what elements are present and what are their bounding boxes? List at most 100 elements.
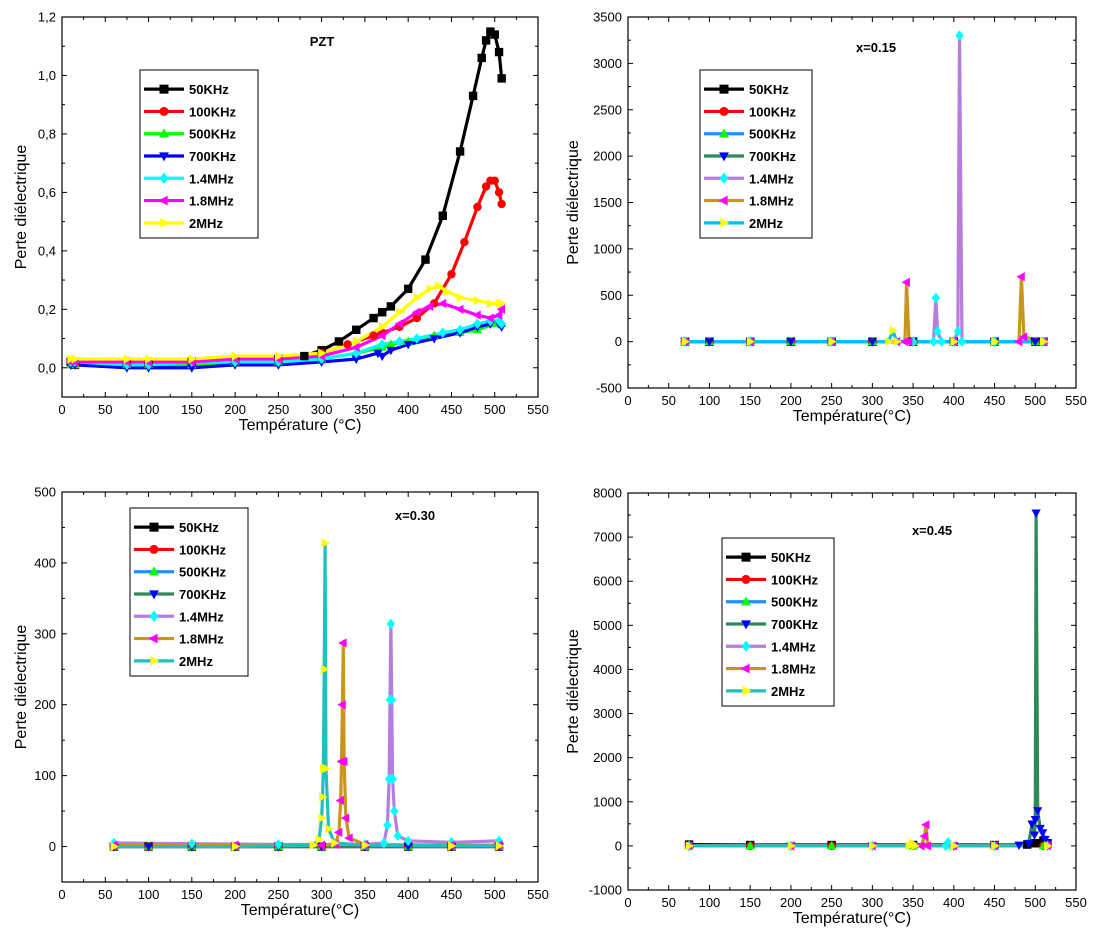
y-tick-label: 0,8 bbox=[38, 126, 56, 141]
data-point bbox=[333, 827, 343, 837]
legend-label: 2MHz bbox=[749, 216, 783, 231]
x-tick-label: 400 bbox=[397, 887, 419, 902]
data-point bbox=[421, 255, 430, 264]
data-point bbox=[386, 339, 396, 348]
data-point bbox=[351, 355, 361, 365]
x-tick-label: 450 bbox=[441, 402, 463, 417]
x-tick-label: 150 bbox=[739, 393, 761, 408]
legend-item: 2MHz bbox=[144, 216, 223, 231]
x-tick-label: 500 bbox=[1024, 393, 1046, 408]
legend-item: 700KHz bbox=[704, 149, 796, 164]
legend-item: 700KHz bbox=[134, 587, 226, 602]
series-markers-1.4MHz bbox=[109, 618, 504, 850]
data-point bbox=[403, 341, 413, 350]
legend-item: 500KHz bbox=[704, 127, 796, 142]
data-point bbox=[991, 337, 1000, 347]
legend-label: 50KHz bbox=[749, 82, 789, 97]
data-point bbox=[1030, 338, 1040, 347]
data-point bbox=[867, 338, 877, 347]
data-point bbox=[889, 325, 898, 336]
y-tick-label: 3500 bbox=[593, 10, 622, 25]
data-point bbox=[71, 354, 81, 364]
data-point bbox=[403, 284, 413, 294]
data-point bbox=[490, 30, 499, 39]
legend-label: 2MHz bbox=[179, 654, 213, 669]
legend-item: 2MHz bbox=[726, 684, 805, 699]
legend-label: 700KHz bbox=[749, 149, 796, 164]
data-point bbox=[318, 813, 327, 823]
y-tick-label: 1000 bbox=[593, 241, 622, 256]
data-point bbox=[950, 841, 959, 851]
series-markers-100KHz bbox=[66, 176, 506, 370]
x-axis-label: Température (°C) bbox=[239, 417, 362, 434]
data-point bbox=[275, 351, 284, 361]
legend-item: 1.8MHz bbox=[134, 632, 224, 647]
legend-item: 100KHz bbox=[726, 572, 818, 587]
legend-marker bbox=[149, 544, 159, 554]
legend-item: 100KHz bbox=[134, 542, 226, 557]
data-point bbox=[911, 841, 920, 851]
data-point bbox=[300, 351, 309, 361]
legend-box bbox=[699, 69, 813, 239]
data-point bbox=[411, 307, 421, 317]
data-point bbox=[396, 307, 405, 317]
legend-marker bbox=[741, 596, 751, 606]
legend-marker bbox=[159, 152, 169, 162]
x-tick-label: 250 bbox=[268, 887, 290, 902]
data-point bbox=[497, 318, 506, 330]
series-line-50KHz bbox=[69, 30, 504, 367]
chart-panel-3: 0 50 100 150 200 250 300 350 400 450 500 550 0 100 200… bbox=[13, 485, 549, 920]
legend-item: 2MHz bbox=[704, 216, 783, 231]
x-tick-label: 150 bbox=[181, 887, 203, 902]
x-tick-label: 50 bbox=[661, 393, 675, 408]
y-tick-label: 1000 bbox=[593, 794, 622, 809]
data-point bbox=[67, 354, 76, 364]
data-point bbox=[352, 336, 362, 347]
data-point bbox=[1037, 829, 1048, 838]
legend-marker bbox=[159, 172, 169, 184]
chart-title: x=0.15 bbox=[856, 40, 896, 55]
y-tick-label: 0,2 bbox=[38, 302, 56, 317]
x-tick-label: 400 bbox=[397, 402, 419, 417]
x-tick-label: 550 bbox=[1065, 393, 1087, 408]
data-point bbox=[412, 333, 422, 344]
y-tick-label: 4000 bbox=[593, 662, 622, 677]
data-point bbox=[386, 346, 396, 356]
x-tick-label: 250 bbox=[821, 393, 843, 408]
plot-area bbox=[684, 509, 1053, 852]
legend-item: 700KHz bbox=[144, 149, 236, 164]
data-point bbox=[386, 302, 396, 311]
x-tick-label: 100 bbox=[138, 402, 160, 417]
legend-label: 1.8MHz bbox=[771, 662, 816, 677]
data-point bbox=[827, 840, 837, 850]
x-tick-label: 450 bbox=[984, 393, 1006, 408]
data-point bbox=[953, 326, 963, 337]
data-point bbox=[343, 340, 352, 349]
legend-item: 500KHz bbox=[726, 595, 818, 610]
data-point bbox=[1031, 839, 1040, 848]
legend-label: 1.8MHz bbox=[179, 632, 224, 647]
y-tick-label: 400 bbox=[34, 555, 56, 570]
legend-marker bbox=[718, 195, 728, 206]
data-point bbox=[473, 202, 482, 212]
data-point bbox=[685, 841, 695, 851]
data-point bbox=[497, 74, 506, 83]
x-tick-label: 450 bbox=[441, 887, 463, 902]
y-tick-label: 1,2 bbox=[38, 10, 56, 25]
data-point bbox=[394, 319, 403, 329]
data-point bbox=[494, 310, 503, 320]
legend-marker bbox=[719, 172, 729, 184]
y-tick-label: 1500 bbox=[593, 195, 622, 210]
data-point bbox=[438, 211, 447, 220]
data-point bbox=[950, 337, 959, 347]
x-tick-label: 250 bbox=[821, 895, 843, 910]
data-point bbox=[143, 843, 154, 852]
data-point bbox=[403, 843, 413, 852]
data-point bbox=[1014, 841, 1024, 851]
data-point bbox=[1029, 831, 1040, 840]
x-tick-label: 50 bbox=[98, 887, 112, 902]
legend-marker bbox=[149, 522, 159, 532]
data-point bbox=[403, 835, 413, 847]
data-point bbox=[426, 284, 435, 294]
data-point bbox=[447, 270, 456, 279]
